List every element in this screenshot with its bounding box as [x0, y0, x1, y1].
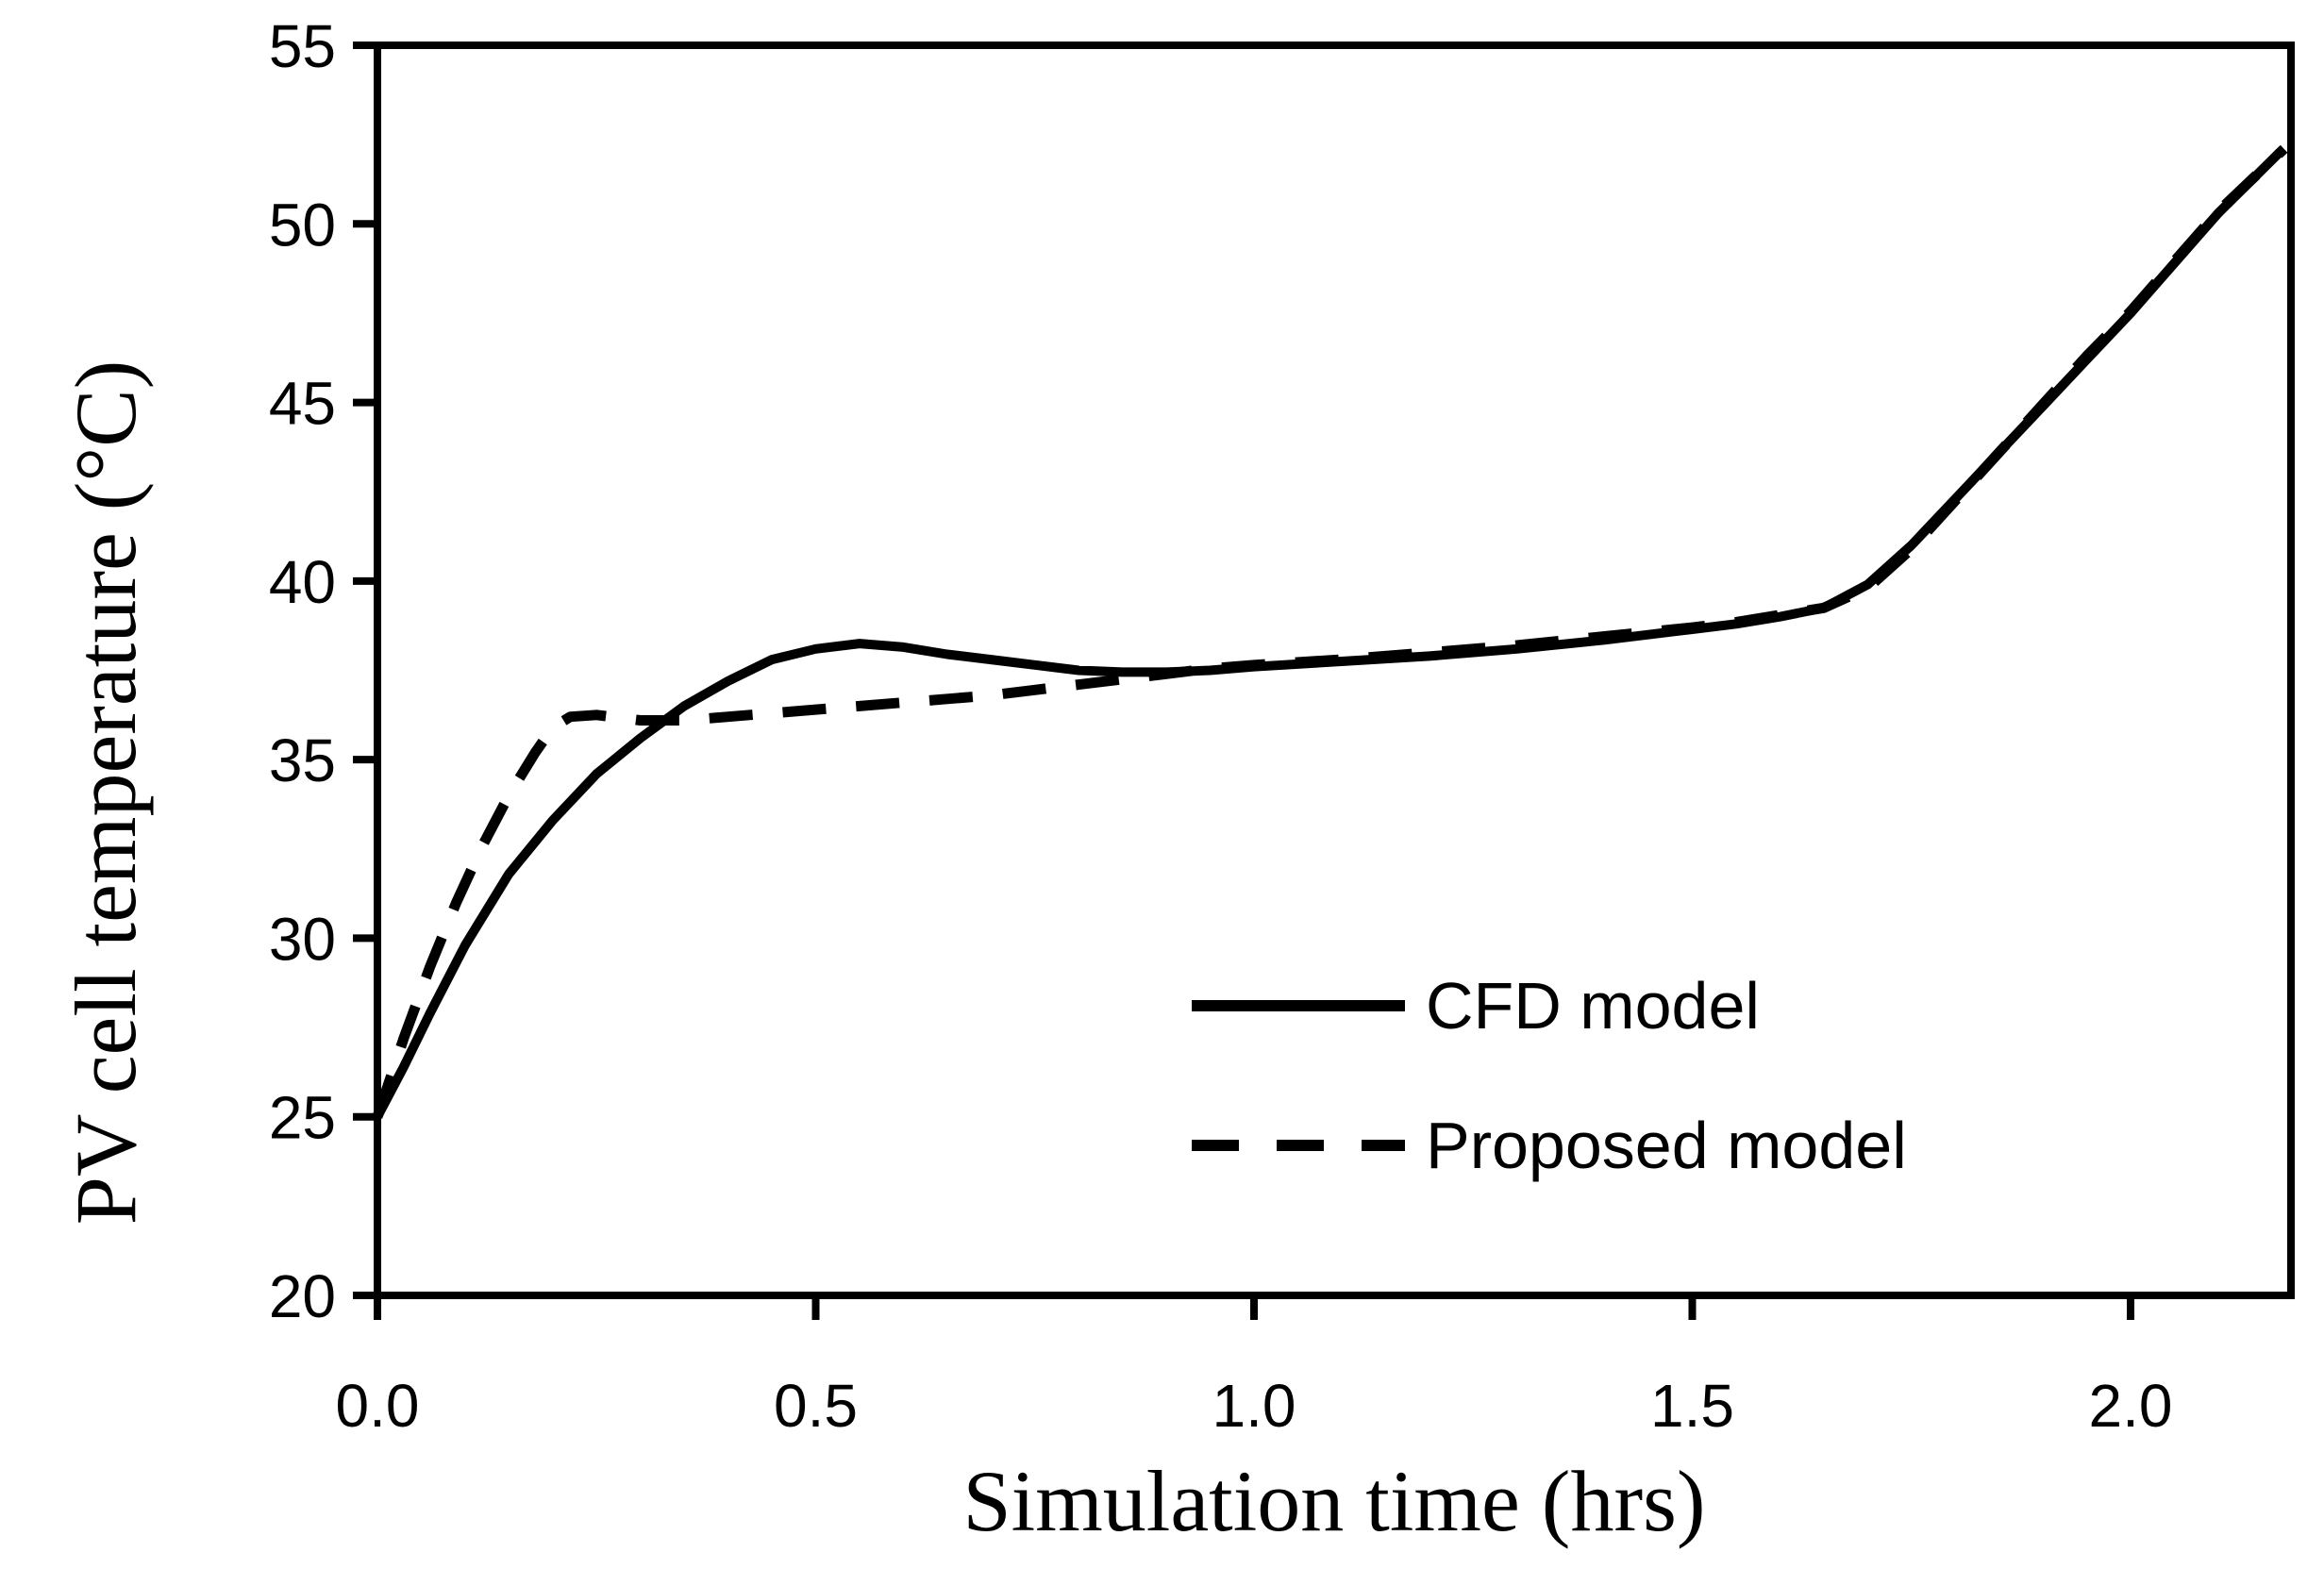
x-tick-label: 2.0: [2089, 1372, 2173, 1440]
x-axis-title: Simulation time (hrs): [962, 1453, 1706, 1549]
y-tick-label: 20: [269, 1262, 336, 1330]
y-tick-label: 40: [269, 548, 336, 616]
legend-item-proposed: Proposed model: [1192, 1109, 1907, 1182]
x-tick-label: 0.5: [774, 1372, 858, 1440]
legend-item-cfd: CFD model: [1192, 969, 1907, 1043]
y-tick-label: 25: [269, 1084, 336, 1152]
y-tick-label: 45: [269, 370, 336, 438]
proposed-line-sample: [1192, 1140, 1405, 1151]
x-tick-label: 1.5: [1650, 1372, 1734, 1440]
cfd-line-sample: [1192, 1000, 1405, 1011]
y-tick-label: 55: [269, 12, 336, 80]
y-tick-label: 50: [269, 191, 336, 259]
legend-label-cfd: CFD model: [1426, 969, 1760, 1043]
y-axis-title: PV cell temperature (°C): [58, 359, 154, 1226]
y-tick-label: 35: [269, 726, 336, 794]
proposed-model-line: [372, 144, 2288, 1119]
legend-label-proposed: Proposed model: [1426, 1109, 1907, 1182]
x-tick-label: 1.0: [1212, 1372, 1296, 1440]
y-tick-label: 30: [269, 905, 336, 973]
x-tick-label: 0.0: [336, 1372, 420, 1440]
legend: CFD model Proposed model: [1192, 969, 1907, 1182]
plot-border: [374, 42, 2295, 1299]
